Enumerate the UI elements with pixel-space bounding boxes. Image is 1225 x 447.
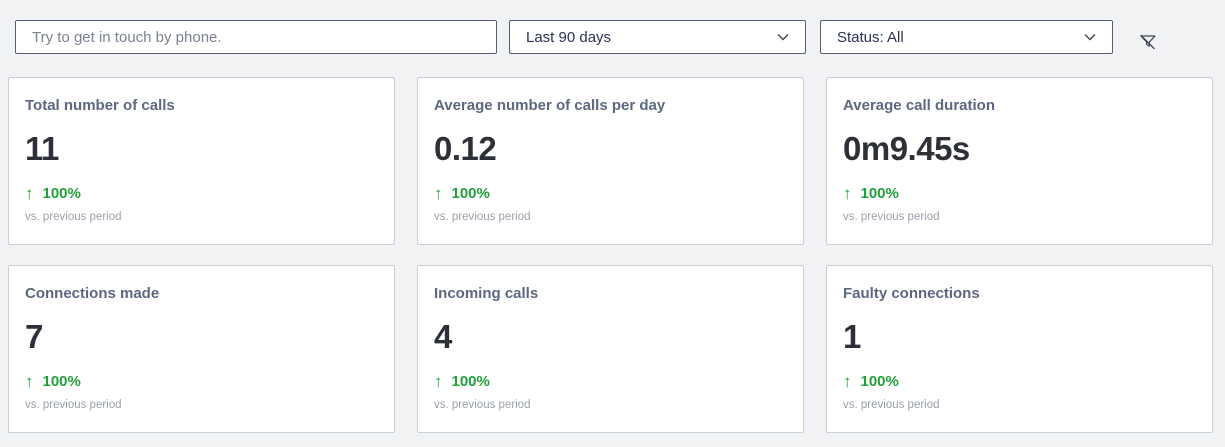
stat-card-incoming-calls: Incoming calls 4 ↑ 100% vs. previous per… [417,265,804,433]
stat-trend: ↑ 100% [434,185,787,203]
stat-card-total-calls: Total number of calls 11 ↑ 100% vs. prev… [8,77,395,245]
chevron-down-icon [777,34,789,41]
stat-title: Incoming calls [434,285,539,302]
trend-percent: 100% [42,185,81,202]
stat-caption: vs. previous period [843,211,940,223]
trend-percent: 100% [42,373,81,390]
stat-value: 0m9.45s [843,130,970,167]
date-range-value: Last 90 days [526,28,612,46]
stat-value: 4 [434,318,452,355]
stat-title: Total number of calls [25,97,175,114]
status-value: Status: All [837,28,904,46]
stat-value: 11 [25,130,59,167]
status-select[interactable]: Status: All [820,20,1113,54]
stat-title: Faulty connections [843,285,980,302]
stat-value: 0.12 [434,130,497,167]
stat-trend: ↑ 100% [25,373,378,391]
stat-trend: ↑ 100% [843,373,1196,391]
search-input[interactable] [15,20,497,54]
stat-trend: ↑ 100% [843,185,1196,203]
stat-title: Average call duration [843,97,995,114]
stat-card-faulty-connections: Faulty connections 1 ↑ 100% vs. previous… [826,265,1213,433]
stat-card-avg-calls-per-day: Average number of calls per day 0.12 ↑ 1… [417,77,804,245]
stat-trend: ↑ 100% [25,185,378,203]
arrow-up-icon: ↑ [843,372,852,391]
chevron-down-icon [1084,34,1096,41]
arrow-up-icon: ↑ [843,184,852,203]
arrow-up-icon: ↑ [25,184,34,203]
stat-trend: ↑ 100% [434,373,787,391]
stat-caption: vs. previous period [434,211,531,223]
stat-value: 7 [25,318,43,355]
trend-percent: 100% [860,373,899,390]
trend-percent: 100% [451,373,490,390]
stat-caption: vs. previous period [25,211,122,223]
stat-caption: vs. previous period [434,399,531,411]
stat-card-avg-call-duration: Average call duration 0m9.45s ↑ 100% vs.… [826,77,1213,245]
stat-caption: vs. previous period [25,399,122,411]
arrow-up-icon: ↑ [434,372,443,391]
date-range-select[interactable]: Last 90 days [509,20,806,54]
filter-off-icon [1140,34,1156,50]
stats-grid: Total number of calls 11 ↑ 100% vs. prev… [8,77,1213,433]
arrow-up-icon: ↑ [434,184,443,203]
stat-caption: vs. previous period [843,399,940,411]
stat-title: Connections made [25,285,160,302]
stat-card-connections-made: Connections made 7 ↑ 100% vs. previous p… [8,265,395,433]
trend-percent: 100% [451,185,490,202]
trend-percent: 100% [860,185,899,202]
filter-bar: Last 90 days Status: All [0,0,1225,54]
arrow-up-icon: ↑ [25,372,34,391]
clear-filters-button[interactable] [1132,26,1164,58]
stat-value: 1 [843,318,861,355]
stat-title: Average number of calls per day [434,97,666,114]
